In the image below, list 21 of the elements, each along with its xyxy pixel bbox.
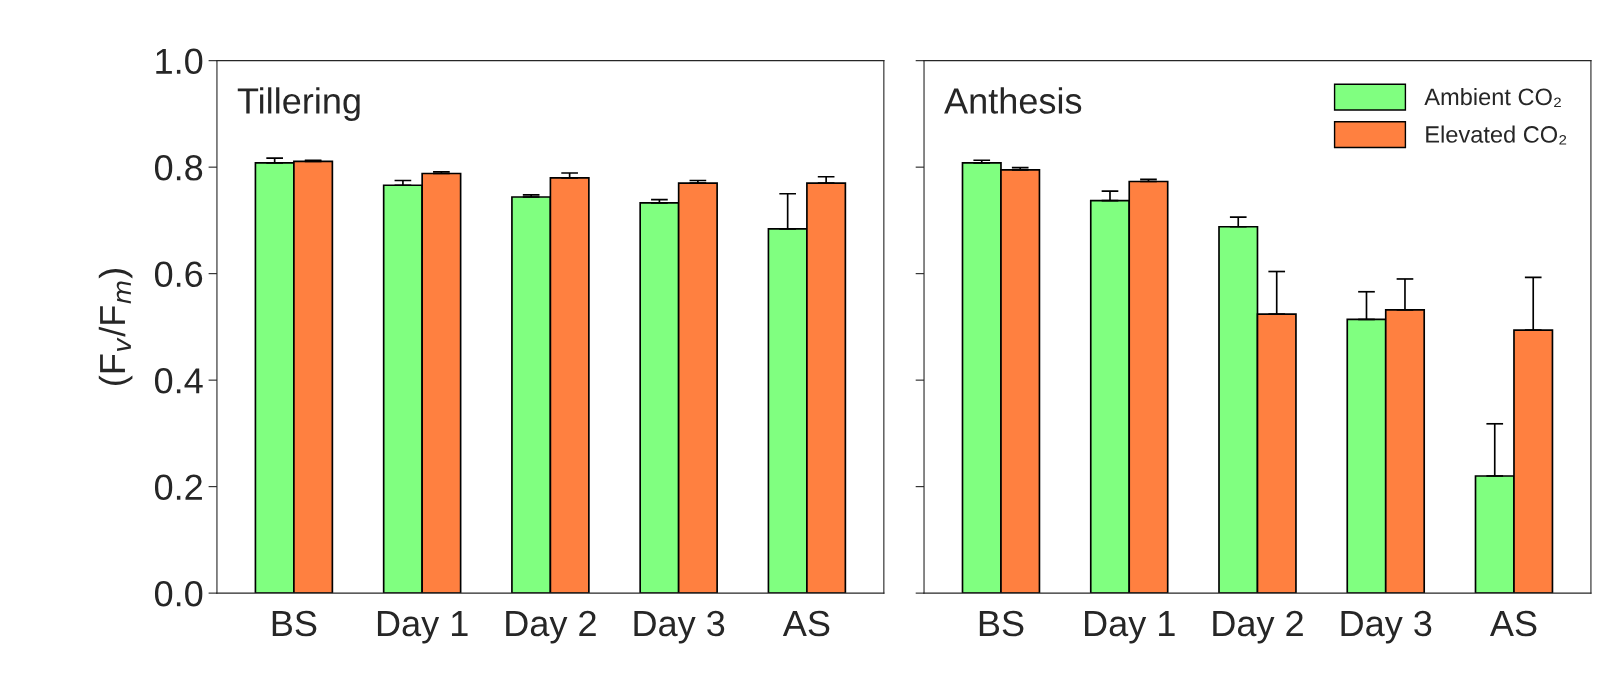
y-tick-label: 0.8: [154, 155, 203, 181]
x-tick-label: Day 3: [1341, 610, 1432, 644]
legend-label: Elevated CO₂: [1426, 125, 1567, 145]
y-tick-label: 0.2: [154, 474, 202, 501]
y-tick-label: 0.4: [154, 368, 203, 394]
y-axis-title: (F$_{v}$/F$_{m}$): [98, 268, 133, 385]
x-tick-label: BS: [272, 610, 317, 637]
x-tick-label: AS: [782, 610, 830, 637]
x-tick-label: Day 2: [1213, 610, 1303, 644]
x-tick-label: AS: [1489, 610, 1537, 637]
x-tick-label: Day 1: [377, 611, 468, 644]
y-tick-label: 0.0: [154, 580, 203, 607]
x-tick-label: Day 1: [1085, 611, 1175, 644]
x-tick-label: Day 3: [634, 610, 725, 644]
y-tick-label: 1.0: [156, 48, 203, 75]
text: Anthesis: [944, 87, 1082, 114]
x-tick-label: BS: [979, 610, 1024, 637]
x-tick-label: Day 2: [506, 610, 596, 644]
text: Tillering: [237, 87, 360, 121]
y-tick-label: 0.6: [154, 261, 203, 288]
legend-label: Ambient CO₂: [1424, 87, 1561, 108]
